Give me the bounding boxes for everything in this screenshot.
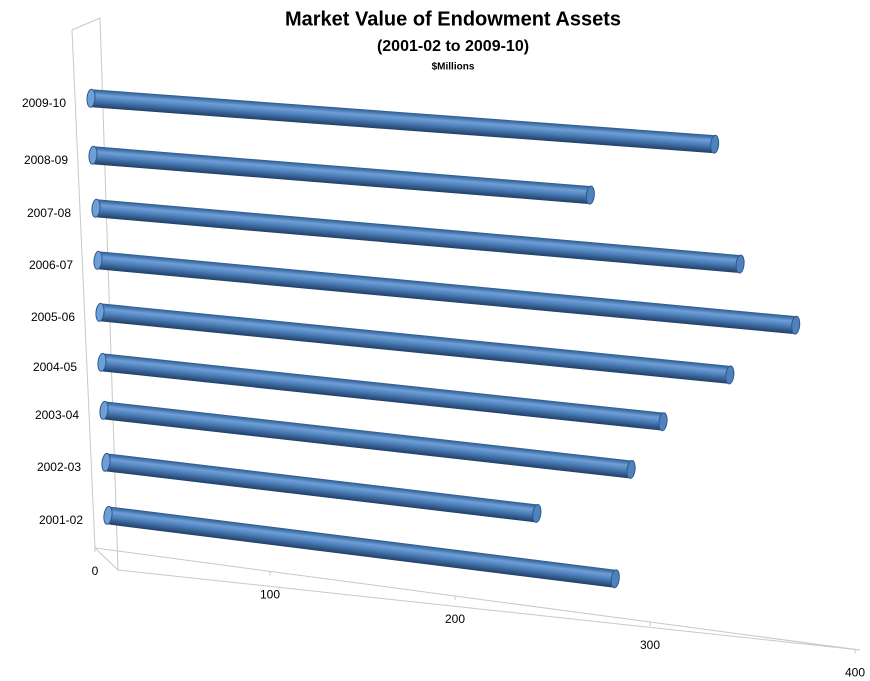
y-tick-label: 2003-04 [35, 408, 79, 422]
x-tick-label: 300 [640, 638, 660, 652]
bar [102, 453, 541, 523]
bar-cap [626, 460, 636, 479]
bar-cap [658, 412, 668, 432]
bar-cap [710, 134, 720, 154]
bar [87, 89, 718, 154]
bar-group [101, 452, 542, 523]
y-tick-label: 2009-10 [22, 96, 66, 110]
bar-cap-start [101, 452, 111, 472]
bar [98, 353, 667, 431]
bar-cap [725, 365, 735, 385]
y-tick-label: 2002-03 [37, 460, 81, 474]
x-tick-label: 0 [92, 564, 99, 578]
bar-cap-start [97, 352, 107, 372]
bar-group [88, 145, 595, 205]
floor-edge-front [117, 569, 861, 651]
bar-group [91, 198, 745, 274]
bar-cap-start [91, 198, 101, 218]
chart-title: Market Value of Endowment Assets [285, 8, 621, 30]
bar-cap [791, 315, 801, 335]
bar-cap [610, 569, 620, 589]
x-tick-label: 200 [445, 612, 465, 626]
y-tick-label: 2008-09 [24, 153, 68, 167]
bar [89, 146, 594, 204]
bar-cap-start [88, 145, 98, 165]
bar-cap-start [86, 88, 96, 108]
bar-group [97, 352, 668, 432]
bar [100, 401, 635, 479]
y-tick-label: 2001-02 [39, 513, 83, 527]
bar-cap [532, 504, 542, 523]
x-tick-label: 100 [260, 588, 280, 602]
bar-cap [735, 254, 745, 274]
unit-label: $Millions [432, 62, 475, 73]
bar-group [99, 400, 636, 479]
y-tick-label: 2007-08 [27, 206, 71, 220]
y-tick-label: 2005-06 [31, 310, 75, 324]
chart-subtitle: (2001-02 to 2009-10) [377, 38, 529, 55]
floor-edge [94, 547, 861, 651]
x-tick-label: 400 [845, 666, 865, 680]
bar [96, 303, 734, 384]
y-tick-label: 2006-07 [29, 258, 73, 272]
bar [104, 506, 619, 588]
bar-cap-start [99, 400, 109, 420]
bar-group [93, 250, 801, 335]
bar-cap-start [103, 505, 113, 525]
bar-cap [585, 185, 595, 205]
bar-group [86, 88, 720, 154]
bar-group [95, 302, 735, 385]
bar-cap-start [93, 250, 103, 270]
y-tick-label: 2004-05 [33, 360, 77, 374]
bar [94, 251, 799, 334]
bar [92, 199, 744, 273]
bar-group [103, 505, 620, 589]
bar-cap-start [95, 302, 105, 322]
